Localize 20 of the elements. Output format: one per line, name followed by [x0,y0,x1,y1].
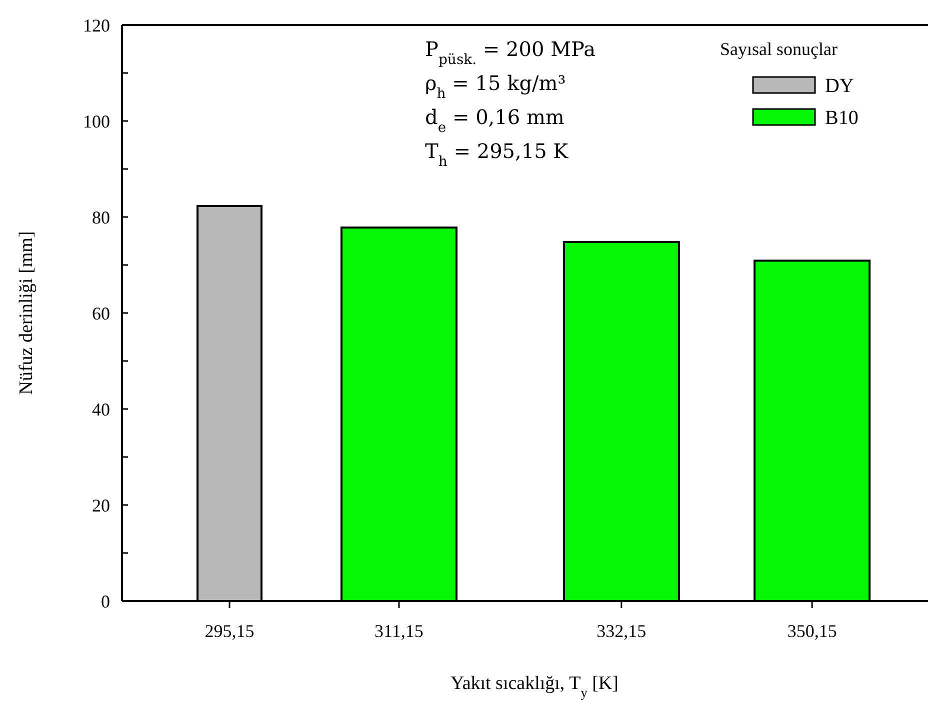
legend-label: DY [825,75,854,97]
y-axis-title: Nüfuz derinliği [mm] [16,231,37,395]
y-tick-label: 20 [92,495,110,516]
y-tick-label: 0 [101,591,110,612]
annotation: T$_{h}$ = 295,15 K [425,139,570,170]
x-axis-title: Yakıt sıcaklığı, T$_{y}$ [K] [450,673,618,700]
x-tick-label: 350,15 [787,621,837,641]
y-tick-label: 60 [92,303,110,324]
y-tick-label: 120 [83,15,110,36]
x-tick-label: 311,15 [374,621,424,641]
y-tick-label: 40 [92,399,110,420]
y-tick-label: 100 [83,111,110,132]
x-tick-label: 332,15 [596,621,646,641]
annotation: ρ$_{h}$ = 15 kg/m³ [425,71,566,102]
x-tick-label: 295,15 [204,621,254,641]
y-tick-label: 80 [92,207,110,228]
legend-label: B10 [825,107,858,129]
annotation: d$_{e}$ = 0,16 mm [425,105,564,136]
legend-title: Sayısal sonuçlar [720,39,838,59]
annotation: P$_{püsk.}$ = 200 MPa [425,37,596,68]
